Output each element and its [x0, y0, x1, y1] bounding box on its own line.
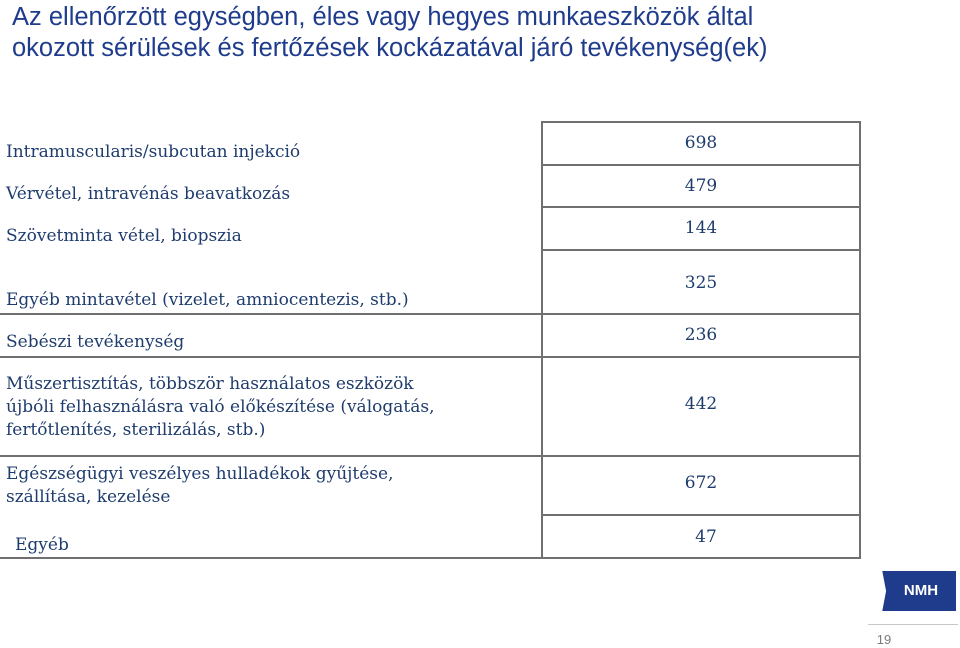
- table-row-value: 236: [684, 325, 718, 345]
- table-row-value: 325: [684, 273, 718, 293]
- table-bottom-border: [0, 557, 861, 559]
- row-divider: [541, 514, 861, 516]
- row-divider: [0, 455, 861, 457]
- table-row-value: 442: [684, 394, 718, 414]
- table-row-label: Egészségügyi veszélyes hulladékok gyűjté…: [6, 464, 394, 507]
- table-row-label: Egyéb: [15, 535, 69, 555]
- row-divider: [541, 164, 861, 166]
- table-row-label: Műszertisztítás, többször használatos es…: [6, 374, 435, 440]
- slide-title: Az ellenőrzött egységben, éles vagy hegy…: [12, 2, 952, 64]
- row-divider: [0, 313, 861, 315]
- row-divider: [0, 356, 861, 358]
- table-row-label: Egyéb mintavétel (vizelet, amniocentezis…: [6, 290, 409, 310]
- page-number: 19: [876, 632, 892, 647]
- table-row-value: 672: [684, 473, 718, 493]
- table-row-label: Sebészi tevékenység: [6, 332, 185, 352]
- table-row-value: 698: [684, 133, 718, 153]
- footer-divider: [868, 624, 958, 625]
- table-row-value: 144: [684, 218, 718, 238]
- table-row-label: Intramuscularis/subcutan injekció: [6, 142, 301, 162]
- activity-table: Intramuscularis/subcutan injekció 698 Vé…: [0, 121, 861, 559]
- table-row-label: Szövetminta vétel, biopszia: [6, 226, 242, 246]
- column-divider: [541, 121, 543, 558]
- nmh-logo: NMH: [880, 571, 956, 611]
- table-row-label: Vérvétel, intravénás beavatkozás: [6, 184, 291, 204]
- slide-title-line-2: okozott sérülések és fertőzések kockázat…: [12, 34, 768, 62]
- table-row-value: 47: [695, 527, 717, 547]
- table-top-border: [541, 121, 861, 123]
- slide-title-line-1: Az ellenőrzött egységben, éles vagy hegy…: [12, 3, 754, 31]
- table-right-border: [859, 121, 861, 558]
- row-divider: [541, 249, 861, 251]
- row-divider: [541, 206, 861, 208]
- table-row-value: 479: [684, 176, 718, 196]
